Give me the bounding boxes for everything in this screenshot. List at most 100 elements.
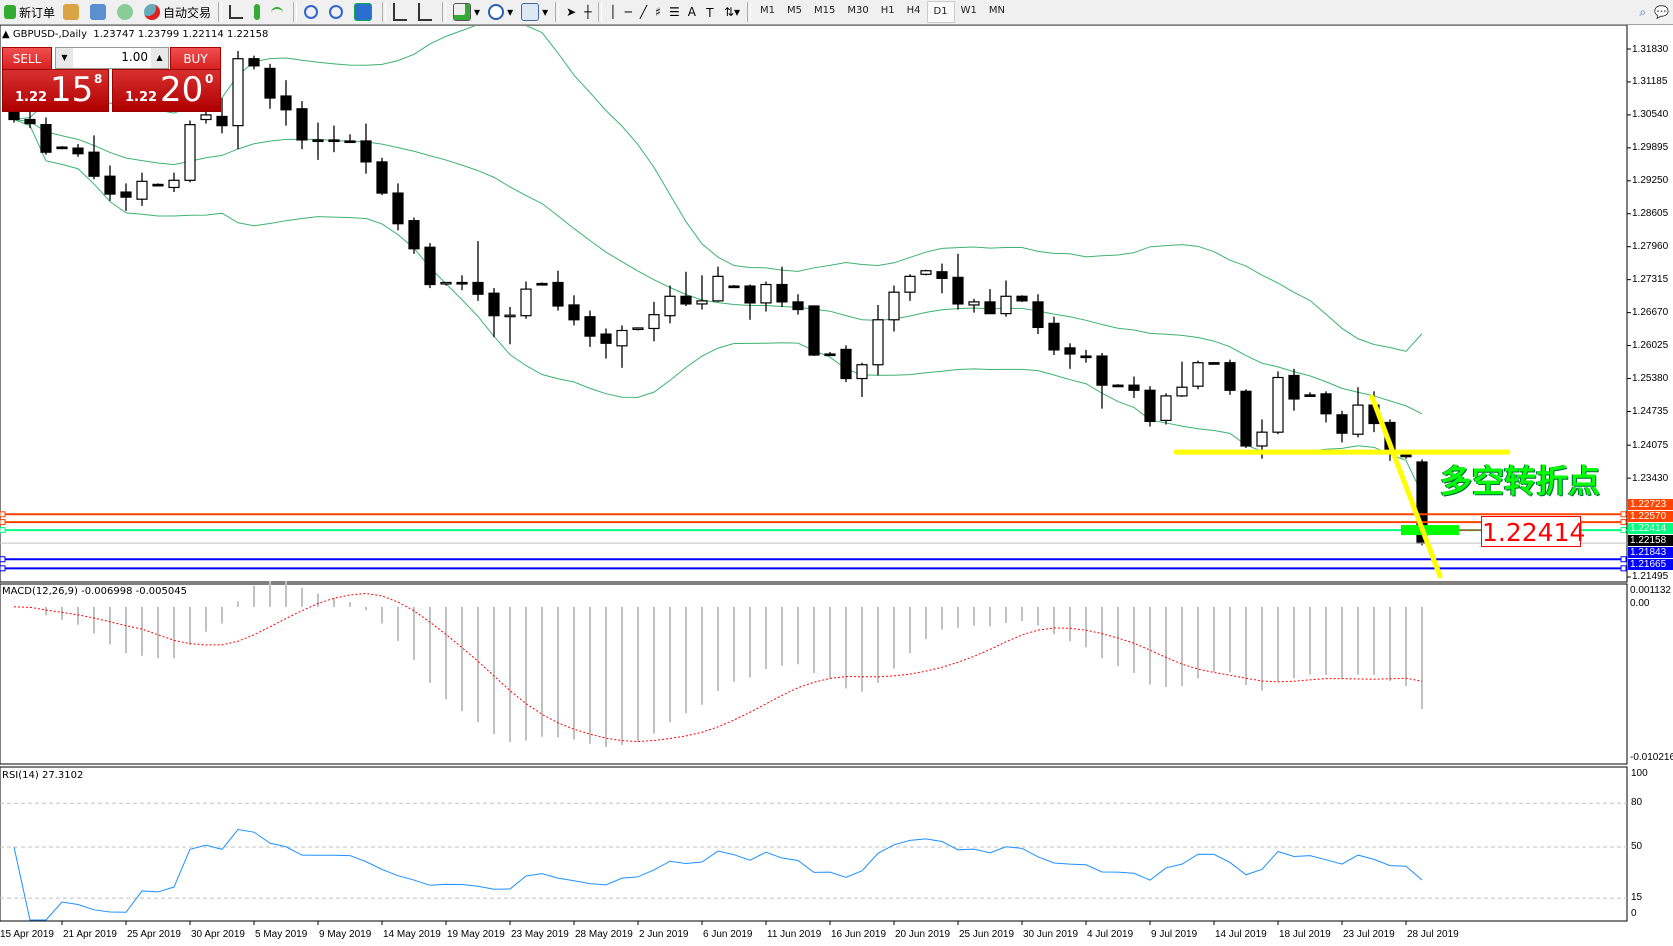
lot-increase-button[interactable]: ▲ (151, 48, 168, 68)
lot-decrease-button[interactable]: ▼ (56, 48, 73, 68)
arrows-icon: ⇅ (723, 5, 734, 19)
date-axis-label: 14 Jul 2019 (1215, 929, 1267, 940)
candle (1288, 368, 1300, 411)
templates-button[interactable]: ▾ (517, 1, 552, 23)
arrows-button[interactable]: ⇅ ▾ (723, 5, 741, 19)
candle-body (24, 118, 36, 125)
chart-title: ▲ GBPUSD-,Daily 1.23747 1.23799 1.22114 … (2, 29, 268, 40)
navigator-button[interactable] (86, 1, 113, 23)
date-axis-label: 21 Apr 2019 (63, 929, 117, 940)
date-axis-label: 20 Jun 2019 (895, 929, 951, 940)
text-button[interactable]: A (684, 1, 700, 23)
auto-trading-button[interactable]: 自动交易 (140, 1, 215, 23)
zoom-in-button[interactable] (300, 1, 325, 23)
candle-body (744, 285, 756, 304)
lot-size-input[interactable] (74, 49, 152, 65)
buy-button[interactable]: BUY (170, 47, 221, 70)
date-axis-label: 23 May 2019 (511, 929, 569, 940)
periods-button[interactable]: ▾ (484, 1, 517, 23)
zoom-out-button[interactable] (325, 1, 350, 23)
candle (712, 266, 724, 302)
candle-body (1048, 322, 1060, 351)
date-axis-label: 25 Apr 2019 (127, 929, 181, 940)
auto-trading-icon (144, 4, 161, 20)
candle (440, 281, 452, 286)
metaeditor-button[interactable] (59, 1, 86, 23)
candle-body (136, 180, 148, 200)
candle-body (376, 161, 388, 194)
candle-body (1208, 362, 1220, 365)
candle-body (40, 124, 52, 153)
fibonacci-button[interactable]: ♯ (651, 1, 665, 23)
yellow-trendline (1369, 394, 1443, 579)
signals-button[interactable] (113, 1, 140, 23)
timeframe-m5[interactable]: M5 (787, 5, 803, 16)
candlestick-button[interactable] (250, 1, 267, 23)
candle-body (1288, 374, 1300, 400)
price-axis-label: 1.26025 (1632, 340, 1669, 352)
rsi-line (13, 828, 1423, 921)
candle-body (104, 175, 116, 195)
cursor-button[interactable]: ➤ (562, 1, 580, 23)
candle-body (1096, 355, 1108, 386)
collapse-triangle-icon[interactable]: ▲ (2, 29, 10, 40)
candle-body (792, 301, 804, 311)
tile-windows-button[interactable] (350, 1, 379, 23)
timeframe-m1[interactable]: M1 (760, 5, 776, 16)
price-tag: 1.21843 (1628, 547, 1673, 558)
candle (504, 307, 516, 345)
annotation-price-label[interactable]: 1.22414 (1481, 516, 1586, 547)
price-axis-label: 1.24735 (1632, 405, 1669, 417)
candle-body (1032, 301, 1044, 329)
chart-shift-button[interactable] (389, 1, 414, 23)
date-axis-label: 30 Apr 2019 (191, 929, 245, 940)
bar-chart-button[interactable] (225, 1, 250, 23)
candle (1160, 393, 1172, 425)
vertical-line-button[interactable]: │ (605, 1, 620, 23)
indicators-button[interactable]: ▾ (449, 1, 484, 23)
sell-price[interactable]: 1.22 15 8 (2, 69, 109, 112)
candle (1192, 360, 1204, 390)
candle-body (216, 115, 228, 127)
text-label-button[interactable]: Ｔ (700, 1, 720, 23)
divider (598, 2, 603, 22)
candle-body (1336, 414, 1348, 434)
candle (296, 101, 308, 150)
navigator-icon (90, 4, 107, 20)
candle-body (1160, 395, 1172, 422)
buy-price[interactable]: 1.22 20 0 (112, 69, 221, 112)
candle-body (168, 179, 180, 189)
auto-scroll-button[interactable] (414, 1, 439, 23)
timeframe-d1[interactable]: D1 (926, 1, 955, 23)
candle-body (936, 271, 948, 279)
line-chart-button[interactable] (267, 1, 290, 23)
fibonacci-icon: ♯ (655, 5, 661, 19)
timeframe-mn[interactable]: MN (988, 5, 1005, 16)
timeframe-m30[interactable]: M30 (847, 5, 869, 16)
timeframe-w1[interactable]: W1 (960, 5, 977, 16)
crosshair-button[interactable]: ┼ (580, 1, 595, 23)
price-axis-label: 1.29250 (1632, 175, 1669, 187)
candle (520, 281, 532, 319)
trendline-button[interactable]: ╱ (636, 1, 651, 23)
bollinger-lower (13, 119, 1423, 495)
horizontal-line-button[interactable]: ─ (621, 1, 636, 23)
price-axis-label: 1.30540 (1632, 109, 1669, 121)
candle-body (760, 283, 772, 304)
candle (1000, 280, 1012, 317)
candle-body (712, 275, 724, 302)
timeframe-h4[interactable]: H4 (906, 5, 921, 16)
macd-signal-line (13, 592, 1423, 742)
candle-body (1256, 431, 1268, 447)
annotation-text[interactable]: 多空转折点 (1440, 462, 1601, 500)
chat-button[interactable]: 💬 (1650, 1, 1673, 23)
date-axis-label: 4 Jul 2019 (1087, 929, 1134, 940)
new-order-button[interactable]: 新订单 (0, 1, 59, 23)
fibo-fan-button[interactable]: ☰ (665, 1, 684, 23)
horizontal-line-icon: ─ (624, 5, 632, 19)
timeframe-m15[interactable]: M15 (814, 5, 836, 16)
sell-button[interactable]: SELL (2, 47, 52, 70)
timeframe-h1[interactable]: H1 (880, 5, 895, 16)
search-button[interactable]: ⌕ (1635, 1, 1650, 23)
